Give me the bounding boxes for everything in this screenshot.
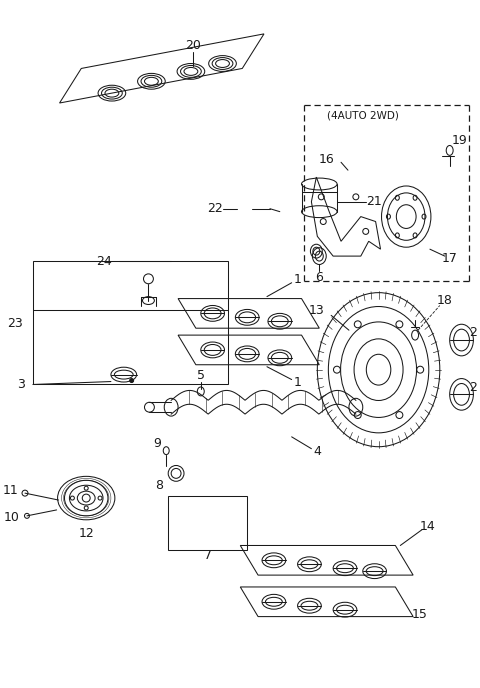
Text: 8: 8: [155, 479, 163, 492]
Text: 17: 17: [442, 252, 457, 265]
Text: 6: 6: [315, 271, 323, 284]
Text: 2: 2: [469, 381, 477, 394]
Text: 14: 14: [420, 520, 436, 533]
Text: 21: 21: [366, 195, 382, 208]
Text: 10: 10: [3, 511, 19, 524]
Text: 12: 12: [78, 527, 94, 540]
Text: (4AUTO 2WD): (4AUTO 2WD): [327, 111, 399, 121]
Bar: [168, 496, 247, 550]
Text: 1: 1: [294, 273, 301, 286]
Text: 16: 16: [318, 153, 334, 166]
Text: 3: 3: [17, 378, 25, 391]
Text: 11: 11: [2, 484, 18, 497]
Text: 13: 13: [309, 304, 324, 317]
Ellipse shape: [130, 378, 133, 383]
Text: 19: 19: [452, 134, 468, 147]
Text: 1: 1: [294, 376, 301, 389]
Text: 5: 5: [197, 369, 205, 382]
Text: 22: 22: [207, 202, 223, 215]
Text: 18: 18: [437, 294, 453, 307]
Text: 23: 23: [7, 316, 23, 330]
Text: 20: 20: [185, 39, 201, 52]
Text: 9: 9: [154, 438, 161, 450]
Text: 24: 24: [96, 255, 112, 268]
Text: 2: 2: [469, 325, 477, 338]
Bar: [33, 261, 228, 385]
Text: 7: 7: [204, 549, 212, 562]
Text: 4: 4: [313, 445, 321, 458]
Text: 15: 15: [412, 608, 428, 621]
